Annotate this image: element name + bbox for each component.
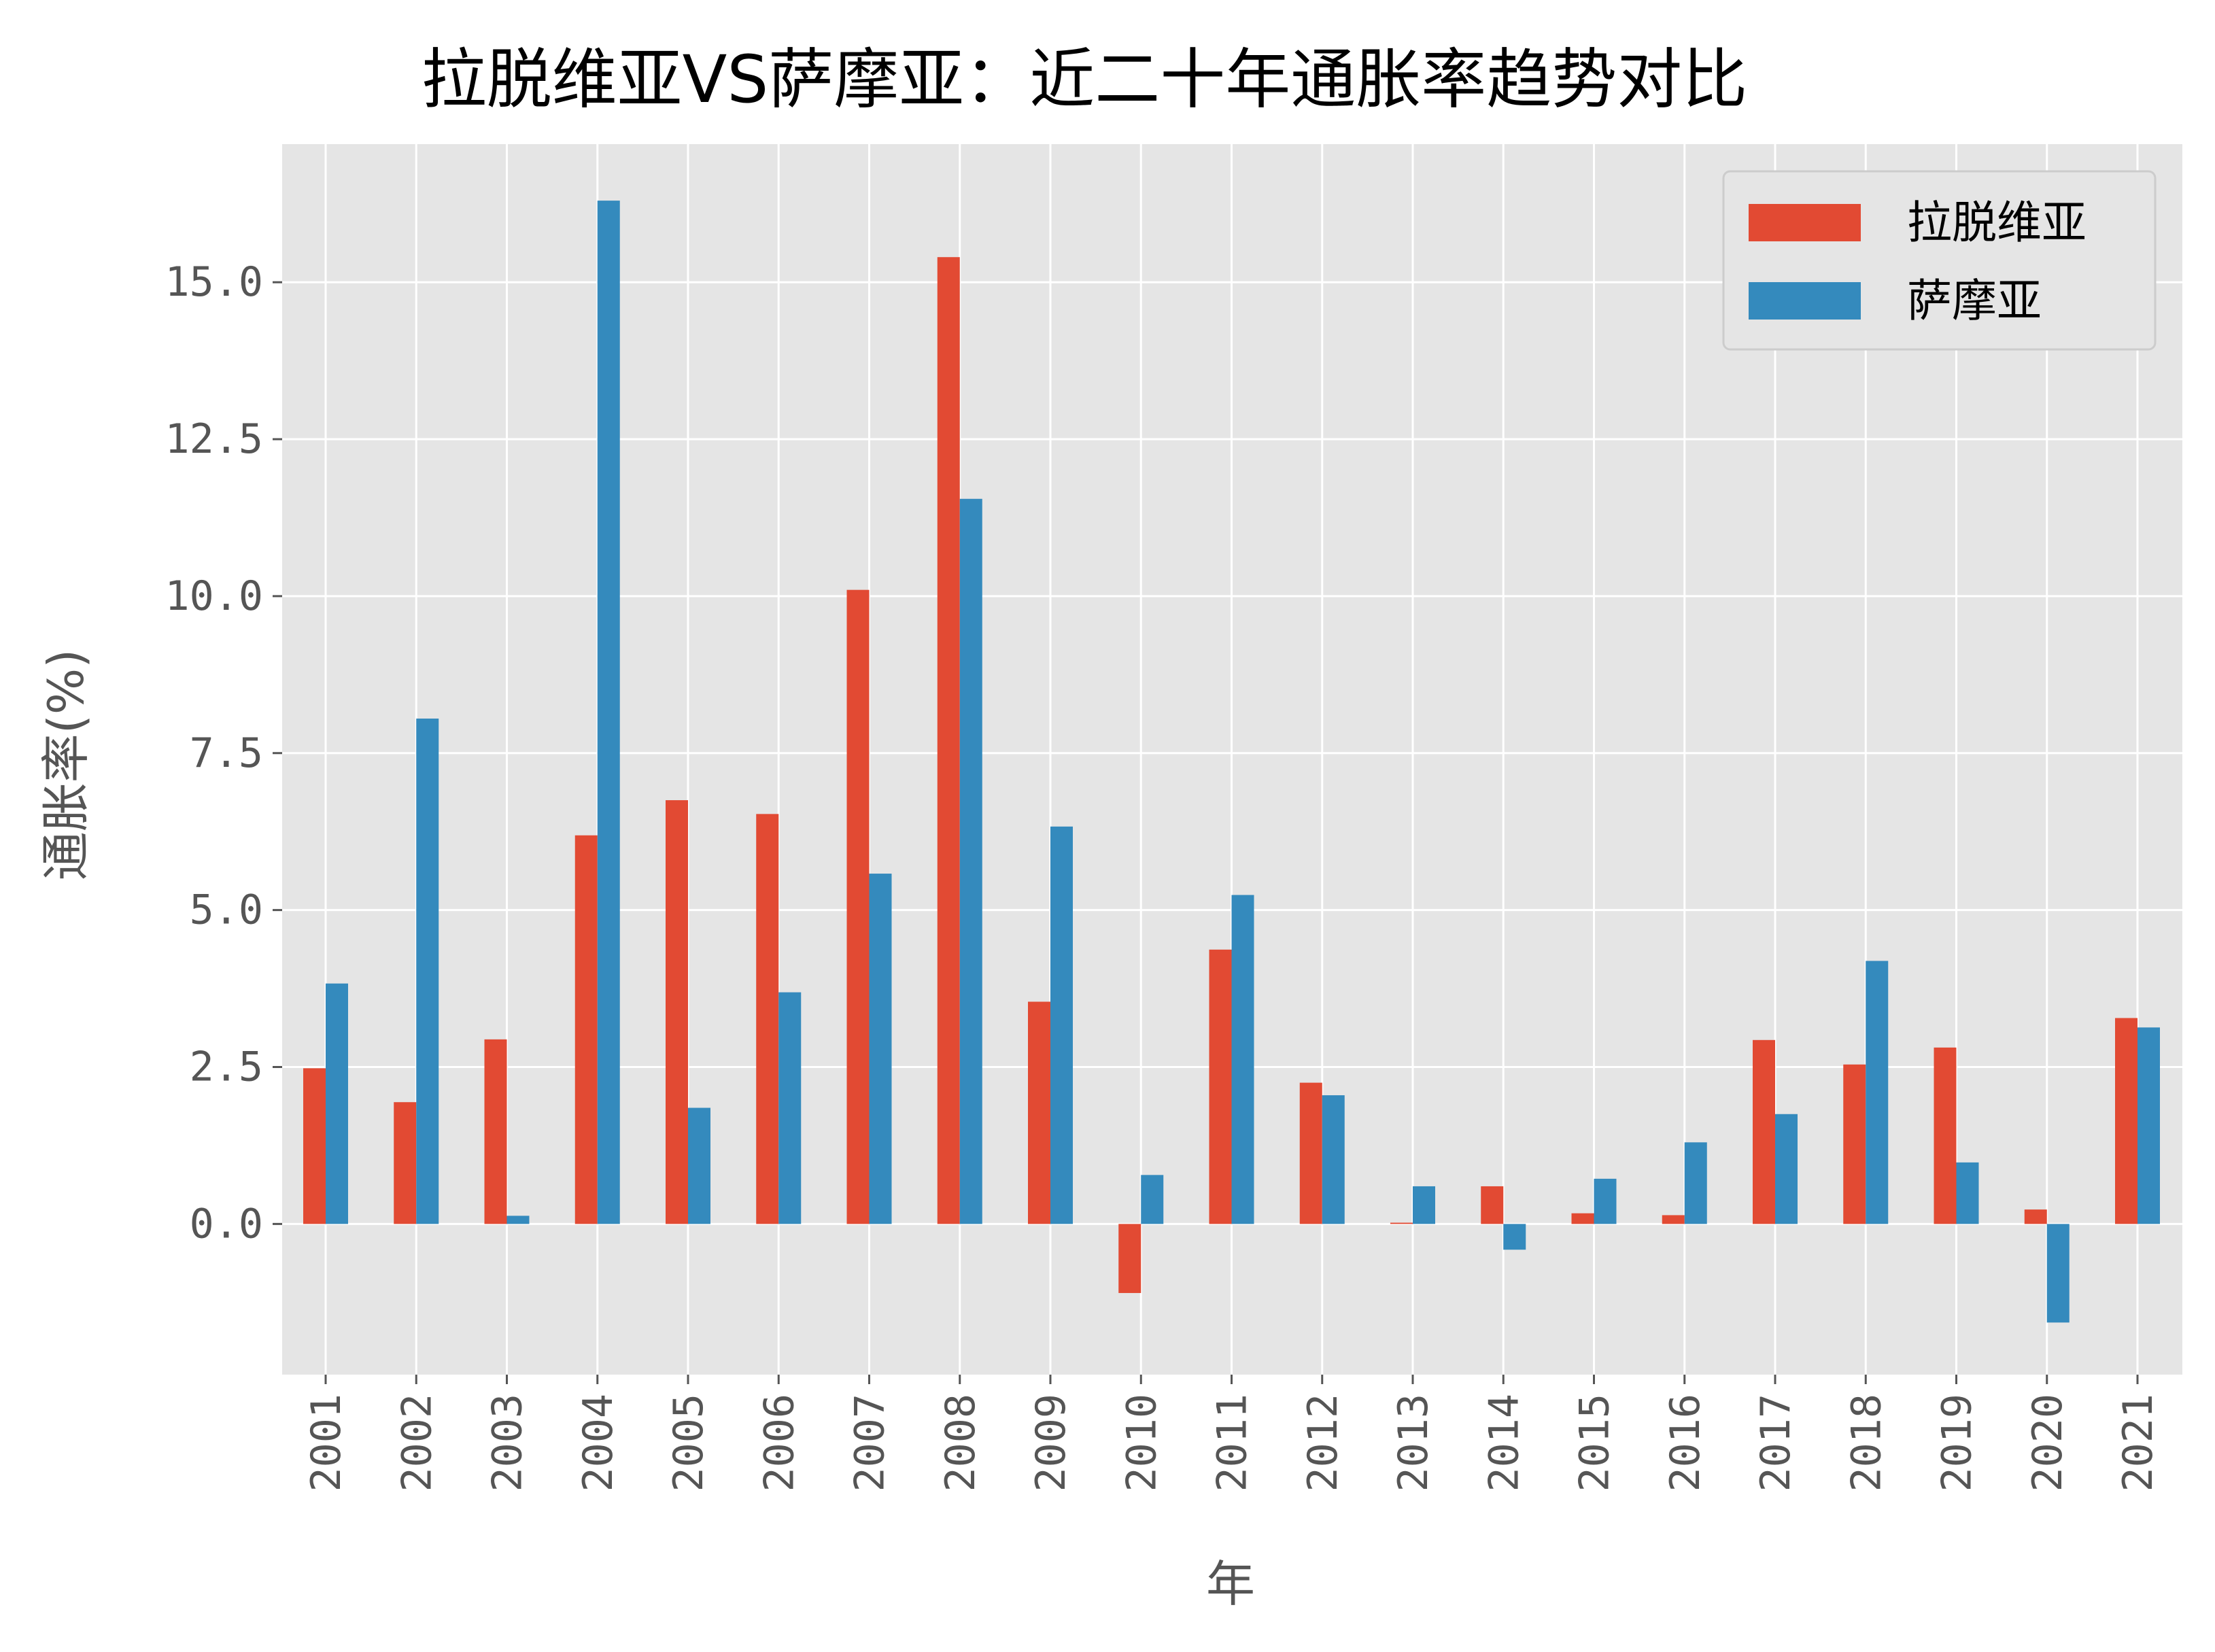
bar-samoa: [959, 498, 982, 1224]
x-tick-label: 2008: [937, 1394, 984, 1492]
x-tick-label: 2017: [1752, 1394, 1800, 1492]
bar-samoa: [1684, 1142, 1707, 1224]
bar-samoa: [416, 718, 439, 1224]
y-tick-label: 15.0: [165, 258, 264, 306]
x-tick-label: 2018: [1842, 1394, 1890, 1492]
bar-latvia: [1662, 1215, 1685, 1224]
bar-samoa: [869, 874, 892, 1224]
bar-samoa: [2046, 1224, 2070, 1323]
bar-samoa: [1866, 961, 1889, 1224]
bar-samoa: [1413, 1186, 1435, 1224]
y-tick-label: 2.5: [190, 1044, 263, 1091]
bar-latvia: [2115, 1018, 2137, 1224]
y-axis-ticks: 0.0 2.5 5.0 7.5 10.0 12.5 15.0: [165, 258, 282, 1247]
bar-latvia: [1571, 1213, 1594, 1224]
legend-label-latvia: 拉脱维亚: [1907, 196, 2087, 249]
bar-samoa: [1050, 826, 1073, 1224]
bar-latvia: [574, 835, 598, 1224]
bar-latvia: [1299, 1082, 1322, 1224]
bar-samoa: [778, 992, 802, 1224]
bar-samoa: [1956, 1162, 1979, 1224]
bar-latvia: [1481, 1186, 1504, 1224]
x-tick-label: 2014: [1480, 1394, 1528, 1492]
bar-samoa: [1322, 1095, 1345, 1224]
y-tick-label: 12.5: [165, 415, 264, 463]
bar-samoa: [1594, 1178, 1617, 1224]
x-axis-ticks: 2001 2002 2003 2004 2005 2006 2007 2008 2009 2010…: [303, 1375, 2162, 1492]
x-tick-label: 2011: [1209, 1394, 1256, 1492]
bar-latvia: [846, 589, 870, 1224]
y-axis-label: 通胀率(%): [37, 649, 95, 881]
legend-label-samoa: 萨摩亚: [1907, 275, 2042, 327]
x-tick-label: 2015: [1571, 1394, 1619, 1492]
x-tick-label: 2020: [2024, 1394, 2072, 1492]
bar-samoa: [1503, 1224, 1526, 1250]
x-tick-label: 2021: [2114, 1394, 2162, 1492]
bar-latvia: [1934, 1047, 1957, 1224]
x-tick-label: 2004: [574, 1394, 622, 1492]
bar-latvia: [2024, 1209, 2047, 1224]
bar-samoa: [1231, 895, 1254, 1224]
y-tick-label: 5.0: [190, 887, 263, 934]
x-tick-label: 2006: [755, 1394, 803, 1492]
bar-latvia: [666, 800, 688, 1224]
bar-samoa: [1141, 1175, 1164, 1224]
x-tick-label: 2010: [1118, 1394, 1165, 1492]
x-tick-label: 2013: [1390, 1394, 1437, 1492]
bar-latvia: [937, 257, 960, 1224]
bar-samoa: [326, 983, 348, 1224]
bar-latvia: [1209, 949, 1232, 1224]
x-tick-label: 2009: [1027, 1394, 1075, 1492]
y-tick-label: 10.0: [165, 572, 264, 620]
bar-latvia: [1843, 1064, 1866, 1224]
chart-title: 拉脱维亚VS萨摩亚：近二十年通胀率趋势对比: [422, 41, 1748, 118]
bar-latvia: [303, 1068, 326, 1224]
bar-latvia: [1028, 1001, 1050, 1224]
bar-samoa: [688, 1107, 710, 1224]
legend: 拉脱维亚 萨摩亚: [1722, 170, 2157, 351]
x-axis-label: 年: [1206, 1555, 1255, 1613]
x-tick-label: 2003: [484, 1394, 532, 1492]
bar-samoa: [2137, 1027, 2160, 1224]
x-tick-label: 2019: [1934, 1394, 1981, 1492]
bar-latvia: [756, 814, 779, 1224]
x-tick-label: 2007: [846, 1394, 894, 1492]
bar-latvia: [1390, 1222, 1413, 1224]
bars: [303, 201, 2160, 1323]
bar-samoa: [506, 1216, 530, 1224]
bar-latvia: [1118, 1224, 1141, 1293]
bar-samoa: [597, 201, 620, 1224]
y-tick-label: 0.0: [190, 1200, 263, 1247]
bar-samoa: [1775, 1114, 1798, 1224]
x-tick-label: 2001: [303, 1394, 350, 1492]
x-tick-label: 2012: [1299, 1394, 1347, 1492]
x-tick-label: 2002: [393, 1394, 441, 1492]
bar-latvia: [1753, 1039, 1775, 1224]
bar-latvia: [484, 1039, 507, 1224]
legend-swatch-samoa: [1749, 282, 1861, 320]
bar-latvia: [394, 1102, 417, 1224]
x-tick-label: 2005: [665, 1394, 712, 1492]
legend-swatch-latvia: [1749, 204, 1861, 241]
x-tick-label: 2016: [1662, 1394, 1709, 1492]
y-tick-label: 7.5: [190, 729, 263, 777]
